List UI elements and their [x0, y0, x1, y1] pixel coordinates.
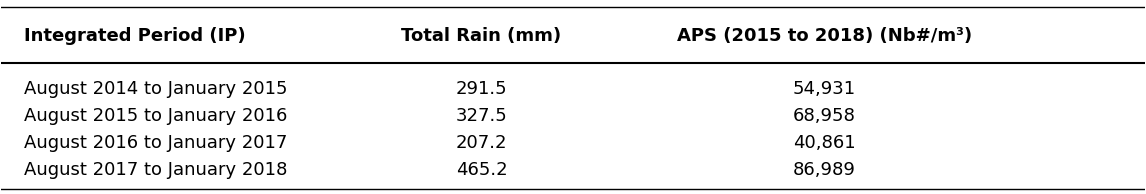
Text: 291.5: 291.5 [456, 80, 508, 98]
Text: 40,861: 40,861 [793, 134, 856, 152]
Text: August 2015 to January 2016: August 2015 to January 2016 [24, 107, 288, 125]
Text: APS (2015 to 2018) (Nb#/m³): APS (2015 to 2018) (Nb#/m³) [677, 27, 972, 45]
Text: August 2016 to January 2017: August 2016 to January 2017 [24, 134, 288, 152]
Text: 207.2: 207.2 [456, 134, 508, 152]
Text: 68,958: 68,958 [793, 107, 856, 125]
Text: Integrated Period (IP): Integrated Period (IP) [24, 27, 246, 45]
Text: 86,989: 86,989 [793, 161, 856, 179]
Text: 465.2: 465.2 [456, 161, 508, 179]
Text: 54,931: 54,931 [793, 80, 856, 98]
Text: August 2014 to January 2015: August 2014 to January 2015 [24, 80, 288, 98]
Text: 327.5: 327.5 [456, 107, 508, 125]
Text: Total Rain (mm): Total Rain (mm) [401, 27, 562, 45]
Text: August 2017 to January 2018: August 2017 to January 2018 [24, 161, 288, 179]
